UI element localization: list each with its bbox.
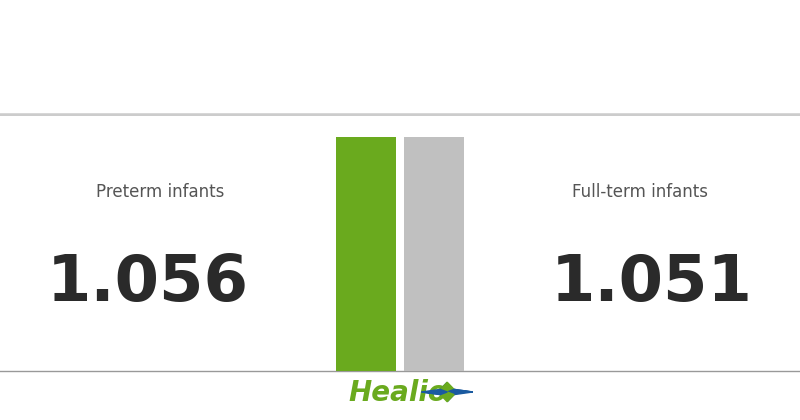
Bar [404, 137, 464, 371]
Text: 1.051: 1.051 [551, 252, 753, 314]
Polygon shape [422, 382, 473, 402]
Bar [336, 137, 396, 371]
Polygon shape [440, 392, 454, 402]
Text: Preterm infants: Preterm infants [96, 183, 224, 201]
Text: Healio: Healio [348, 378, 447, 407]
Polygon shape [440, 382, 454, 392]
Text: year of life with each 5 μg/m³ increase in PM$_{2.5}$ exposure:: year of life with each 5 μg/m³ increase … [85, 73, 715, 96]
Polygon shape [422, 389, 447, 395]
Text: Adjusted odds ratio for an all-cause ED visit within first: Adjusted odds ratio for an all-cause ED … [95, 25, 705, 44]
Text: Full-term infants: Full-term infants [572, 183, 708, 201]
Polygon shape [447, 389, 473, 395]
Text: 1.056: 1.056 [47, 252, 249, 314]
